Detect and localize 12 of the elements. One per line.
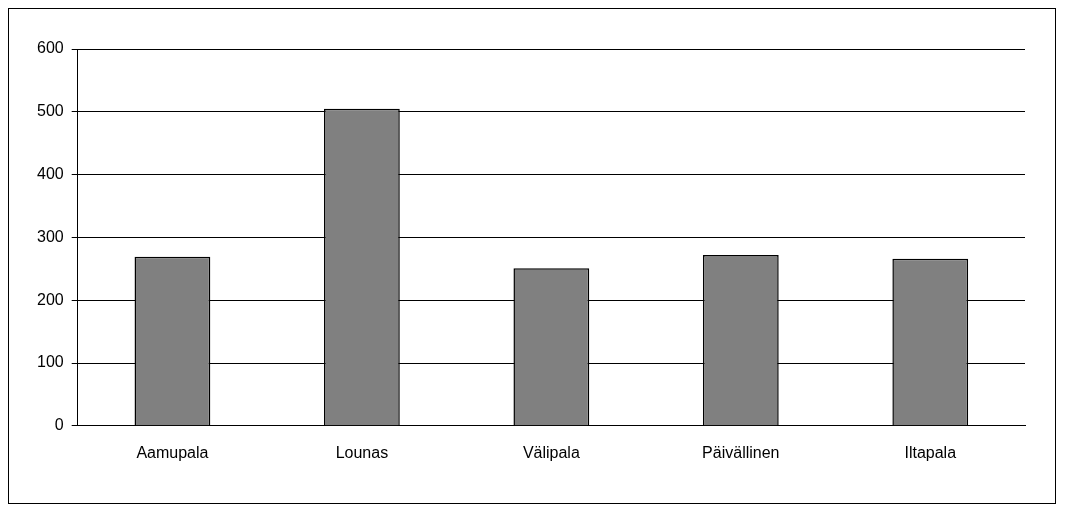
- x-tick-label: Välipala: [522, 443, 580, 461]
- x-tick-label: Lounas: [335, 443, 389, 461]
- y-tick-label: 600: [36, 39, 64, 57]
- y-tick-label: 300: [36, 227, 64, 245]
- y-tick-label: 500: [36, 102, 64, 120]
- x-tick-label: Iltapala: [904, 443, 957, 461]
- y-tick-label: 200: [36, 290, 64, 308]
- y-tick-label: 0: [54, 416, 64, 434]
- x-tick-label: Aamupala: [136, 443, 209, 461]
- x-tick-label: Päivällinen: [702, 443, 780, 461]
- y-tick-label: 100: [36, 353, 64, 371]
- y-tick-label: 400: [36, 165, 64, 183]
